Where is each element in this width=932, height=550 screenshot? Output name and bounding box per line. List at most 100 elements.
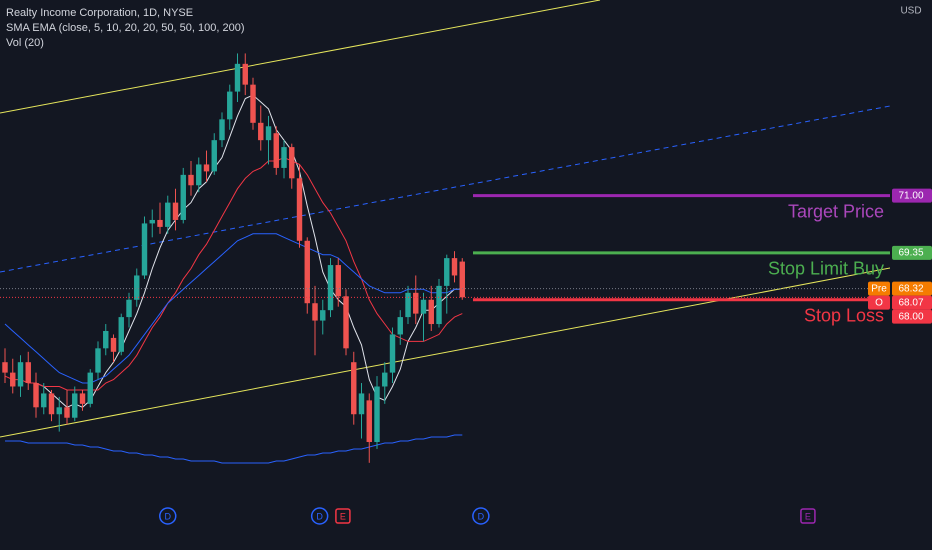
moving-averages: [4, 94, 463, 408]
candle-body: [374, 386, 380, 442]
candle-body: [72, 393, 78, 418]
candles: [2, 53, 465, 463]
level-label: Target Price: [788, 201, 884, 221]
candle-body: [420, 299, 427, 314]
candle-body: [110, 337, 117, 352]
chart-title: Realty Income Corporation, 1D, NYSE: [6, 7, 193, 19]
candle-body: [436, 285, 442, 325]
drawings: [0, 0, 891, 438]
event-marker: [159, 507, 177, 525]
candle-body: [227, 91, 233, 120]
candle-body: [258, 122, 264, 141]
indicator-label: SMA EMA (close, 5, 10, 20, 20, 50, 50, 1…: [6, 22, 244, 34]
candle-body: [382, 372, 388, 387]
volume-ma-line: [5, 434, 463, 464]
candle-body: [172, 202, 179, 220]
candle-body: [126, 299, 132, 318]
candle-body: [87, 372, 93, 404]
candle-body: [157, 219, 163, 227]
price-badge: [892, 188, 932, 203]
price-badge: [892, 295, 932, 310]
candle-body: [134, 275, 140, 300]
price-badge: [892, 245, 932, 260]
volume-pane: [5, 434, 463, 464]
price-badge-label: 69.35: [898, 248, 923, 259]
event-label: D: [165, 511, 172, 521]
candle-body: [304, 240, 310, 304]
candle-body: [281, 147, 287, 168]
moving-average-line: [35, 94, 463, 408]
price-badge: [892, 309, 932, 324]
candle-body: [219, 119, 225, 141]
candle-body: [444, 258, 450, 286]
trend-line: [0, 267, 891, 438]
candle-body: [41, 393, 47, 408]
price-badge: [892, 281, 932, 296]
moving-average-line: [4, 233, 463, 384]
candle-body: [2, 362, 8, 373]
price-badge-label: 68.00: [898, 311, 923, 322]
candle-body: [320, 310, 326, 321]
candle-body: [196, 164, 202, 186]
legend: Realty Income Corporation, 1D, NYSE SMA …: [6, 6, 922, 49]
candle-body: [296, 178, 303, 241]
candle-body: [413, 292, 419, 314]
price-badge-label: 68.32: [898, 283, 923, 294]
candle-body: [389, 334, 396, 373]
candle-body: [234, 63, 241, 92]
trend-line: [0, 0, 601, 114]
candle-body: [459, 261, 465, 298]
candle-body: [203, 164, 210, 172]
candle-body: [17, 362, 24, 387]
event-marker: [800, 508, 816, 524]
candle-body: [312, 303, 318, 321]
candle-body: [273, 133, 279, 168]
candle-body: [33, 383, 39, 408]
candle-body: [141, 223, 148, 276]
event-label: E: [805, 511, 811, 521]
candle-body: [165, 202, 171, 227]
event-label: E: [340, 511, 346, 521]
price-badge-label: 71.00: [898, 190, 923, 201]
candle-body: [79, 393, 86, 404]
event-marker: [335, 508, 351, 524]
price-tag-label: O: [875, 297, 883, 308]
candle-body: [351, 362, 357, 415]
indicator-label: Vol (20): [6, 37, 44, 49]
currency-label: USD: [900, 6, 921, 17]
candle-body: [10, 372, 16, 387]
candle-body: [211, 140, 217, 172]
candle-body: [250, 84, 256, 123]
event-label: D: [316, 511, 323, 521]
candle-body: [358, 393, 365, 415]
level-label: Stop Loss: [804, 306, 884, 326]
candle-body: [95, 348, 101, 373]
candle-body: [118, 317, 124, 352]
candle-body: [265, 126, 272, 141]
price-axis: [890, 0, 932, 550]
candle-body: [56, 407, 62, 415]
candle-body: [366, 400, 372, 442]
candle-body: [289, 147, 295, 179]
candle-body: [397, 317, 403, 335]
candle-body: [242, 63, 248, 85]
levels: Target Price Stop Limit Buy Stop Loss: [0, 194, 890, 326]
candle-body: [103, 330, 109, 349]
level-label: Stop Limit Buy: [768, 259, 884, 279]
candle-body: [64, 407, 70, 418]
price-badge-label: 68.07: [898, 297, 923, 308]
candle-body: [428, 299, 434, 325]
candle-body: [451, 258, 458, 276]
event-marker: [472, 507, 490, 525]
price-tag: [868, 295, 890, 310]
event-marker: [310, 507, 329, 525]
candle-body: [343, 296, 349, 349]
moving-average-line: [4, 156, 463, 391]
candle-body: [405, 292, 411, 318]
axes: 71.00 69.35 68.32 Pre 68.07 O 68.00 D D E D E: [159, 188, 932, 525]
candle-body: [335, 265, 341, 297]
candle-body: [188, 174, 194, 186]
